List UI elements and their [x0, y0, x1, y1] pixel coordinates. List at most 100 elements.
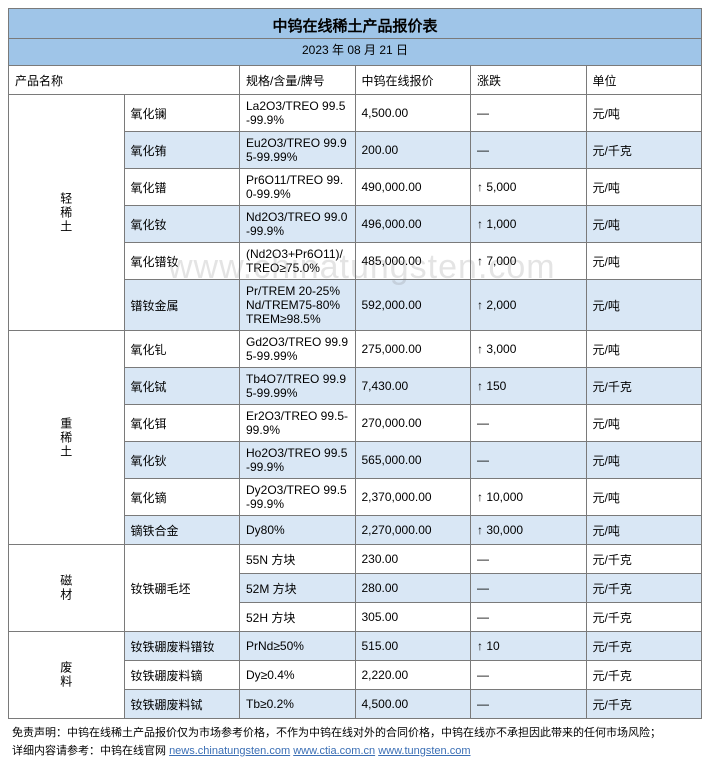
product-name: 氧化镝 — [124, 479, 240, 516]
price-cell: 275,000.00 — [355, 331, 471, 368]
category-cell: 重稀土 — [9, 331, 125, 545]
product-name: 镨钕金属 — [124, 280, 240, 331]
price-cell: 4,500.00 — [355, 690, 471, 719]
product-name: 氧化钕 — [124, 206, 240, 243]
spec-cell: 52H 方块 — [240, 603, 356, 632]
unit-cell: 元/吨 — [586, 405, 702, 442]
change-cell: ↑ 150 — [471, 368, 587, 405]
price-cell: 565,000.00 — [355, 442, 471, 479]
unit-cell: 元/千克 — [586, 690, 702, 719]
price-cell: 230.00 — [355, 545, 471, 574]
product-name: 氧化铽 — [124, 368, 240, 405]
change-cell: — — [471, 690, 587, 719]
price-cell: 496,000.00 — [355, 206, 471, 243]
disclaimer-text: 中钨在线稀土产品报价仅为市场参考价格，不作为中钨在线对外的合同价格，中钨在线亦不… — [67, 727, 661, 739]
product-name: 钕铁硼废料铽 — [124, 690, 240, 719]
table-title: 中钨在线稀土产品报价表 — [9, 9, 702, 39]
unit-cell: 元/吨 — [586, 331, 702, 368]
spec-cell: Eu2O3/TREO 99.95-99.99% — [240, 132, 356, 169]
disclaimer-label: 免责声明： — [12, 727, 67, 739]
header-spec: 规格/含量/牌号 — [240, 66, 356, 95]
price-cell: 7,430.00 — [355, 368, 471, 405]
change-cell: — — [471, 442, 587, 479]
header-unit: 单位 — [586, 66, 702, 95]
change-cell: ↑ 1,000 — [471, 206, 587, 243]
change-cell: — — [471, 132, 587, 169]
unit-cell: 元/吨 — [586, 169, 702, 206]
product-name: 氧化铕 — [124, 132, 240, 169]
price-cell: 2,270,000.00 — [355, 516, 471, 545]
table-row: 磁材钕铁硼毛坯55N 方块230.00—元/千克 — [9, 545, 702, 574]
detail-label: 详细内容请参考： — [12, 745, 100, 757]
change-cell: — — [471, 95, 587, 132]
price-table: 中钨在线稀土产品报价表 2023 年 08 月 21 日 产品名称 规格/含量/… — [8, 8, 702, 719]
unit-cell: 元/千克 — [586, 661, 702, 690]
price-cell: 280.00 — [355, 574, 471, 603]
spec-cell: PrNd≥50% — [240, 632, 356, 661]
spec-cell: Er2O3/TREO 99.5-99.9% — [240, 405, 356, 442]
price-cell: 305.00 — [355, 603, 471, 632]
unit-cell: 元/吨 — [586, 243, 702, 280]
price-cell: 2,220.00 — [355, 661, 471, 690]
unit-cell: 元/千克 — [586, 132, 702, 169]
change-cell: — — [471, 545, 587, 574]
unit-cell: 元/吨 — [586, 516, 702, 545]
footer-link-3[interactable]: www.tungsten.com — [378, 745, 470, 757]
spec-cell: (Nd2O3+Pr6O11)/TREO≥75.0% — [240, 243, 356, 280]
product-name: 氧化镨 — [124, 169, 240, 206]
table-date: 2023 年 08 月 21 日 — [9, 39, 702, 66]
product-name: 钕铁硼废料镨钕 — [124, 632, 240, 661]
unit-cell: 元/吨 — [586, 442, 702, 479]
change-cell: — — [471, 603, 587, 632]
unit-cell: 元/吨 — [586, 95, 702, 132]
unit-cell: 元/吨 — [586, 479, 702, 516]
detail-text: 中钨在线官网 — [100, 745, 169, 757]
spec-cell: Dy2O3/TREO 99.5-99.9% — [240, 479, 356, 516]
product-name: 氧化铒 — [124, 405, 240, 442]
footer-link-2[interactable]: www.ctia.com.cn — [293, 745, 375, 757]
unit-cell: 元/千克 — [586, 603, 702, 632]
change-cell: ↑ 10 — [471, 632, 587, 661]
table-row: 重稀土氧化钆Gd2O3/TREO 99.95-99.99%275,000.00↑… — [9, 331, 702, 368]
header-name: 产品名称 — [9, 66, 240, 95]
spec-cell: Nd2O3/TREO 99.0-99.9% — [240, 206, 356, 243]
category-cell: 磁材 — [9, 545, 125, 632]
price-cell: 200.00 — [355, 132, 471, 169]
price-cell: 270,000.00 — [355, 405, 471, 442]
unit-cell: 元/千克 — [586, 368, 702, 405]
price-cell: 485,000.00 — [355, 243, 471, 280]
change-cell: ↑ 7,000 — [471, 243, 587, 280]
spec-cell: Tb≥0.2% — [240, 690, 356, 719]
unit-cell: 元/千克 — [586, 632, 702, 661]
spec-cell: Pr/TREM 20-25% Nd/TREM75-80% TREM≥98.5% — [240, 280, 356, 331]
price-cell: 2,370,000.00 — [355, 479, 471, 516]
change-cell: ↑ 5,000 — [471, 169, 587, 206]
spec-cell: Ho2O3/TREO 99.5-99.9% — [240, 442, 356, 479]
spec-cell: Pr6O11/TREO 99.0-99.9% — [240, 169, 356, 206]
unit-cell: 元/吨 — [586, 206, 702, 243]
change-cell: ↑ 10,000 — [471, 479, 587, 516]
spec-cell: Dy80% — [240, 516, 356, 545]
header-change: 涨跌 — [471, 66, 587, 95]
price-cell: 4,500.00 — [355, 95, 471, 132]
change-cell: ↑ 30,000 — [471, 516, 587, 545]
product-name: 钕铁硼毛坯 — [124, 545, 240, 632]
spec-cell: La2O3/TREO 99.5-99.9% — [240, 95, 356, 132]
change-cell: — — [471, 661, 587, 690]
product-name: 氧化钬 — [124, 442, 240, 479]
price-cell: 515.00 — [355, 632, 471, 661]
unit-cell: 元/千克 — [586, 545, 702, 574]
spec-cell: Tb4O7/TREO 99.95-99.99% — [240, 368, 356, 405]
footer-link-1[interactable]: news.chinatungsten.com — [169, 745, 290, 757]
table-row: 废料钕铁硼废料镨钕PrNd≥50%515.00↑ 10元/千克 — [9, 632, 702, 661]
change-cell: ↑ 3,000 — [471, 331, 587, 368]
table-row: 轻稀土氧化镧La2O3/TREO 99.5-99.9%4,500.00—元/吨 — [9, 95, 702, 132]
price-cell: 490,000.00 — [355, 169, 471, 206]
spec-cell: 52M 方块 — [240, 574, 356, 603]
product-name: 钕铁硼废料镝 — [124, 661, 240, 690]
footer: 免责声明：中钨在线稀土产品报价仅为市场参考价格，不作为中钨在线对外的合同价格，中… — [8, 719, 702, 762]
spec-cell: 55N 方块 — [240, 545, 356, 574]
spec-cell: Gd2O3/TREO 99.95-99.99% — [240, 331, 356, 368]
product-name: 氧化镨钕 — [124, 243, 240, 280]
category-cell: 废料 — [9, 632, 125, 719]
